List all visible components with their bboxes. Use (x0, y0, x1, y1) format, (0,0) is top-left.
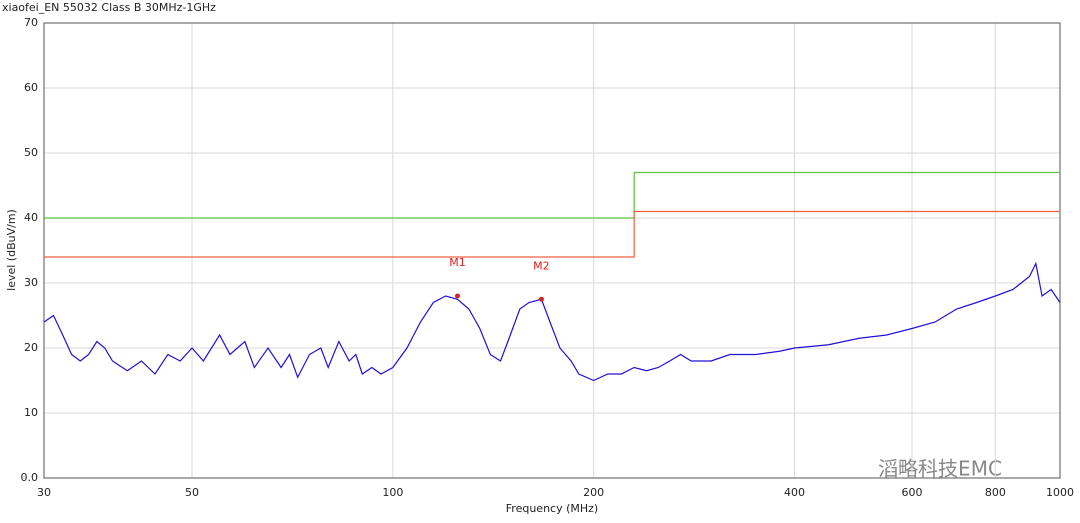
x-tick-label: 200 (583, 486, 604, 499)
y-tick-label: 70 (24, 16, 38, 29)
y-axis-label: level (dBuV/m) (5, 209, 18, 291)
x-tick-label: 100 (382, 486, 403, 499)
series-line (44, 210, 1060, 258)
x-tick-label: 1000 (1046, 486, 1074, 499)
marker-label: M2 (533, 259, 550, 272)
y-tick-label: 20 (24, 341, 38, 354)
y-tick-label: 60 (24, 81, 38, 94)
y-tick-label: 50 (24, 146, 38, 159)
x-tick-label: 600 (901, 486, 922, 499)
watermark: 滔略科技EMC (878, 457, 1002, 481)
y-tick-label: 0.0 (21, 471, 39, 484)
marker-label: M1 (449, 256, 466, 269)
series-line (43, 261, 1061, 382)
x-tick-label: 800 (985, 486, 1006, 499)
x-tick-label: 400 (784, 486, 805, 499)
chart-title: xiaofei_EN 55032 Class B 30MHz-1GHz (2, 1, 216, 14)
marker-point (454, 293, 460, 299)
y-tick-label: 10 (24, 406, 38, 419)
y-tick-label: 30 (24, 276, 38, 289)
x-tick-label: 50 (185, 486, 199, 499)
x-axis-label: Frequency (MHz) (506, 502, 598, 515)
marker-point (538, 296, 544, 302)
series-line (44, 171, 1060, 219)
x-tick-label: 30 (37, 486, 51, 499)
plot-frame (43, 22, 1061, 479)
y-tick-label: 40 (24, 211, 38, 224)
